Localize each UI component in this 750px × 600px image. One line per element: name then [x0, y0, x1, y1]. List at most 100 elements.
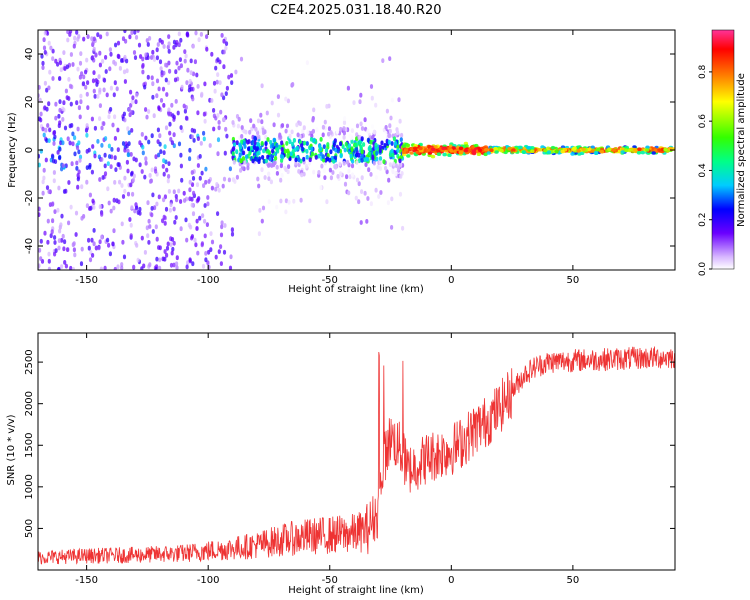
spectrogram-cell [162, 158, 166, 164]
spectrogram-cell [155, 236, 159, 242]
spectrogram-cell [157, 106, 161, 112]
spectrogram-cell [156, 139, 160, 145]
spectrogram-cell [154, 266, 158, 270]
spectrogram-cell [144, 156, 148, 162]
spectrogram-cell [134, 157, 138, 163]
spectrogram-cell [157, 152, 161, 158]
spectrogram-cell [91, 253, 95, 258]
spectrogram-cell [174, 194, 178, 199]
spectrogram-cell [76, 66, 80, 72]
spectrogram-cell [47, 258, 51, 264]
spectrogram-cell [72, 241, 76, 247]
spectrogram-cell [342, 120, 347, 126]
spectrogram-cell [112, 228, 116, 234]
spectrogram-cell [39, 111, 43, 117]
spectrogram-cell [116, 127, 120, 133]
spectrogram-cell [250, 126, 254, 132]
spectrogram-cell [161, 218, 165, 224]
spectrogram-cell [220, 92, 224, 98]
spectrogram-cell [53, 251, 57, 257]
spectrogram-cell [188, 196, 192, 202]
snr-y-label: SNR (10 * v/v) [6, 414, 17, 485]
spectrogram-cell [312, 169, 316, 175]
spectrogram-cell [166, 241, 170, 247]
spectrogram-cell [219, 244, 223, 250]
spectrogram-cell [449, 149, 454, 153]
spectrogram-cell [307, 160, 311, 166]
spectrogram-cell [342, 160, 346, 166]
spectrogram-cell [182, 190, 186, 196]
spectrogram-cell [401, 225, 405, 231]
spectrogram-cell [223, 223, 227, 228]
spectrogram-cell [180, 177, 184, 183]
spectrogram-cell [493, 147, 499, 151]
spectrogram-cell [223, 150, 227, 156]
spectrogram-cell [131, 191, 135, 197]
spectrogram-cell [185, 80, 189, 85]
spectrogram-cell [107, 242, 111, 248]
spectrogram-cell [287, 127, 291, 133]
spectrogram-cell [52, 170, 57, 175]
spectrogram-cell [350, 172, 355, 178]
spectrogram-cell [222, 117, 226, 122]
spectrogram-cell [323, 175, 327, 181]
spectrogram-cell [47, 189, 51, 195]
spectrogram-cell [179, 163, 183, 169]
spectrogram-cell [275, 171, 279, 176]
spectrogram-cell [399, 137, 403, 143]
spectrogram-cell [637, 147, 642, 151]
spectrogram-cell [172, 39, 177, 45]
spectrogram-cell [88, 162, 92, 168]
spectrogram-cell [394, 163, 398, 169]
spectrogram-cell [105, 92, 109, 98]
spectrogram-cell [321, 124, 325, 130]
spectrogram-cell [91, 144, 95, 149]
spectrogram-cell [570, 152, 575, 156]
spectrogram-cell [191, 43, 195, 49]
spectrogram-cell [332, 159, 336, 164]
spectrogram-cell [135, 205, 139, 211]
spectrogram-cell [521, 150, 527, 154]
spectrogram-cell [286, 177, 290, 183]
spectrogram-cell [68, 140, 72, 146]
spectrogram-cell [91, 78, 96, 84]
spectrogram-cell [360, 175, 364, 181]
spectrogram-cell [51, 154, 55, 160]
spectrogram-cell [267, 163, 271, 168]
spectrogram-cell [205, 34, 209, 39]
spectrogram-cell [160, 72, 164, 78]
spectrogram-cell [84, 69, 88, 75]
snr-x-label: Height of straight line (km) [288, 585, 424, 596]
spectrogram-cell [143, 174, 147, 180]
spectrogram-cell [494, 150, 499, 154]
spectrogram-cell [343, 147, 347, 153]
spectrogram-cell [593, 151, 599, 155]
spectrogram-cell [203, 81, 207, 87]
spectrogram-cell [57, 245, 61, 251]
spectrogram-cell [140, 235, 144, 241]
spectrogram-cell [116, 264, 120, 270]
spectrogram-cell [144, 135, 148, 141]
spectrogram-cell [79, 93, 83, 99]
spectrogram-cell [640, 150, 645, 155]
spectrogram-cell [385, 169, 389, 175]
spectrogram-cell [148, 173, 152, 178]
snr-y-ticks: 500 1000 1500 2000 2500 [24, 349, 675, 538]
spectrogram-cell [322, 144, 326, 150]
spectrogram-cell [163, 221, 167, 226]
spectrogram-cell [345, 174, 349, 180]
spectrogram-cell [188, 156, 192, 162]
spectrogram-cell [305, 154, 309, 160]
spectrogram-cell [87, 245, 91, 251]
spectrogram-cell [112, 197, 116, 203]
spectrogram-cell [254, 126, 258, 132]
spectrogram-cell [39, 238, 43, 244]
spectrogram-cell [132, 173, 136, 179]
spectrogram-cell [256, 176, 260, 182]
colorbar-label: Normalized spectral amplitude [736, 73, 747, 227]
spectrogram-cell [371, 155, 375, 161]
spectrogram-cell [270, 163, 274, 168]
spectrogram-cell [71, 131, 75, 137]
spectrogram-cell [104, 55, 108, 60]
spectrogram-cell [51, 218, 55, 224]
